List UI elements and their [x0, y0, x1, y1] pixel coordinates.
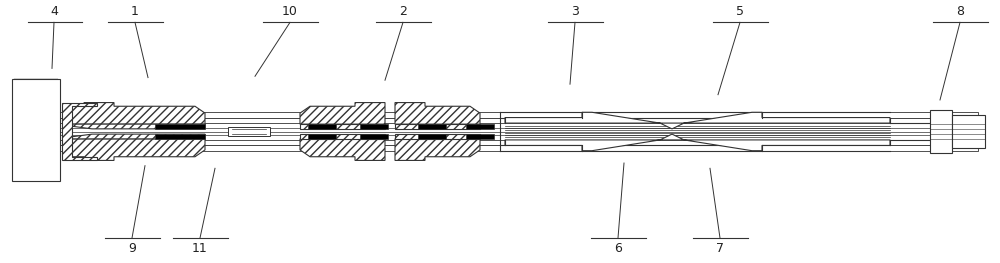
Bar	[418, 124, 446, 129]
Bar	[930, 110, 952, 153]
Polygon shape	[395, 139, 480, 160]
Text: 1: 1	[131, 5, 139, 18]
Bar	[60, 145, 978, 151]
Polygon shape	[300, 134, 385, 139]
Polygon shape	[395, 124, 480, 129]
Bar	[418, 134, 446, 139]
Polygon shape	[395, 134, 480, 139]
Bar	[466, 124, 494, 129]
Text: 9: 9	[128, 242, 136, 255]
Text: 3: 3	[571, 5, 579, 18]
Polygon shape	[395, 103, 480, 124]
Bar	[12, 79, 60, 181]
Bar	[308, 124, 336, 129]
Polygon shape	[300, 103, 385, 124]
Bar	[60, 140, 978, 145]
Bar	[308, 134, 336, 139]
Bar	[155, 134, 205, 139]
Bar	[228, 127, 270, 136]
Text: 4: 4	[50, 5, 58, 18]
Polygon shape	[72, 124, 205, 129]
Text: 10: 10	[282, 5, 298, 18]
Polygon shape	[72, 139, 205, 160]
Text: 5: 5	[736, 5, 744, 18]
Polygon shape	[72, 103, 205, 124]
Polygon shape	[505, 134, 890, 151]
Polygon shape	[505, 112, 890, 129]
Bar	[60, 112, 978, 118]
Text: 8: 8	[956, 5, 964, 18]
Bar	[952, 115, 985, 148]
Bar	[360, 134, 388, 139]
Text: 11: 11	[192, 242, 208, 255]
Polygon shape	[300, 139, 385, 160]
Polygon shape	[300, 124, 385, 129]
Text: 6: 6	[614, 242, 622, 255]
Text: 7: 7	[716, 242, 724, 255]
Polygon shape	[72, 134, 205, 139]
Text: 2: 2	[399, 5, 407, 18]
Bar	[155, 124, 205, 129]
Bar	[60, 118, 978, 123]
Polygon shape	[62, 103, 97, 160]
Bar	[466, 134, 494, 139]
Bar	[360, 124, 388, 129]
Bar	[14, 79, 58, 181]
